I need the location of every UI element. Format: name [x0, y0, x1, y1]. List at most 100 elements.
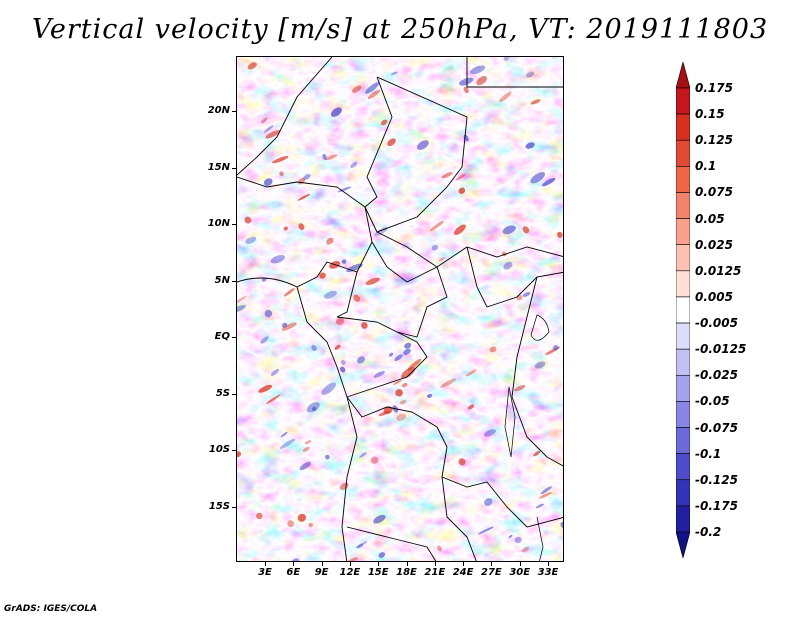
updraft-cell [455, 173, 466, 181]
updraft-cell [261, 117, 268, 124]
longitude-tick [378, 562, 380, 566]
longitude-label: 21E [424, 567, 446, 578]
border-line [346, 396, 448, 478]
downdraft-cell [357, 356, 365, 364]
colorbar-label: -0.025 [695, 368, 738, 383]
downdraft-cell [416, 140, 429, 150]
updraft-cell [265, 130, 281, 139]
country-borders [237, 57, 563, 561]
updraft-cell [347, 557, 358, 561]
updraft-cell [463, 86, 469, 94]
border-line [237, 176, 366, 208]
longitude-label: 3E [258, 567, 272, 578]
latitude-label: 15N [207, 161, 230, 173]
colorbar-label: -0.125 [695, 472, 738, 487]
footer-credit: GrADS: IGES/COLA [4, 604, 98, 614]
colorbar-segment [676, 505, 690, 533]
downdraft-cell [378, 552, 386, 558]
downdraft-cell [263, 178, 273, 186]
colorbar-segment [676, 192, 690, 219]
longitude-label: 18E [396, 567, 417, 578]
longitude-tick [434, 562, 436, 566]
updraft-cell [287, 520, 294, 528]
updraft-cell [298, 223, 305, 230]
downdraft-cell [502, 225, 516, 235]
updraft-cell [438, 257, 446, 262]
border-line [371, 241, 438, 283]
latitude-tick [232, 224, 236, 225]
border-line [296, 206, 373, 288]
updraft-cell [308, 522, 313, 528]
border-line [237, 57, 333, 176]
longitude-tick [349, 562, 351, 566]
longitude-label: 12E [339, 567, 361, 578]
downdraft-cell [306, 402, 320, 413]
longitude-label: 9E [314, 567, 329, 578]
colorbar-segment [676, 270, 690, 298]
colorbar-segment [676, 322, 690, 350]
downdraft-cell [389, 352, 394, 357]
chart-title: Vertical velocity [m/s] at 250hPa, VT: 2… [31, 14, 769, 45]
updraft-cell [441, 172, 453, 179]
longitude-label: 15E [367, 567, 389, 578]
colorbar-label: -0.0125 [695, 342, 747, 357]
updraft-cell [458, 187, 466, 194]
border-line [441, 476, 563, 528]
updraft-cell [467, 404, 475, 410]
latitude-label: 5N [214, 274, 230, 286]
colorbar-label: -0.075 [695, 420, 738, 435]
colorbar [676, 62, 690, 558]
longitude-tick [265, 562, 266, 566]
latitude-label: 15S [208, 500, 230, 512]
updraft-cell [266, 394, 281, 404]
lake-outline [504, 386, 516, 458]
border-line [396, 266, 448, 338]
border-line [341, 396, 358, 561]
downdraft-cell [403, 348, 411, 355]
colorbar-label: 0.1 [695, 159, 717, 174]
downdraft-cell [534, 361, 546, 369]
longitude-label: 6E [286, 567, 301, 578]
updraft-cell [380, 119, 388, 126]
updraft-cell [304, 440, 312, 445]
downdraft-cell [325, 454, 330, 460]
updraft-cell [256, 512, 263, 520]
updraft-cell [401, 382, 408, 388]
updraft-cell [283, 226, 288, 231]
longitude-tick [491, 562, 493, 566]
colorbar-segment [676, 62, 690, 89]
colorbar-segment [676, 244, 690, 272]
updraft-cell [361, 321, 368, 329]
colorbar-segment [676, 427, 690, 454]
colorbar-label: 0.125 [695, 133, 733, 148]
latitude-tick [232, 337, 236, 338]
latitude-label: EQ [214, 331, 230, 342]
longitude-label: 30E [509, 567, 531, 578]
velocity-texture [237, 57, 563, 561]
colorbar-label: -0.05 [695, 394, 730, 409]
updraft-cell [365, 277, 380, 286]
colorbar-label: 0.175 [695, 81, 733, 95]
downdraft-cell [522, 292, 531, 297]
longitude-tick [321, 562, 323, 566]
updraft-cell [440, 378, 456, 388]
colorbar-label: 0.075 [695, 185, 733, 200]
downdraft-cell [459, 77, 474, 86]
coastline [237, 277, 348, 398]
downdraft-cell [279, 438, 296, 449]
downdraft-cell [280, 431, 288, 438]
colorbar-segment [676, 374, 690, 402]
updraft-cell [393, 380, 402, 385]
updraft-cell [514, 385, 526, 392]
longitude-label: 27E [481, 567, 502, 578]
latitude-label: 10N [207, 218, 230, 229]
latitude-label: 5S [215, 387, 230, 399]
colorbar-segment [676, 218, 690, 246]
downdraft-cell [514, 536, 522, 544]
downdraft-cell [359, 452, 367, 458]
updraft-cell [258, 384, 273, 393]
downdraft-cell [261, 277, 267, 282]
downdraft-cell [503, 261, 513, 270]
downdraft-cell [394, 354, 403, 361]
colorbar-label: -0.005 [695, 316, 738, 331]
